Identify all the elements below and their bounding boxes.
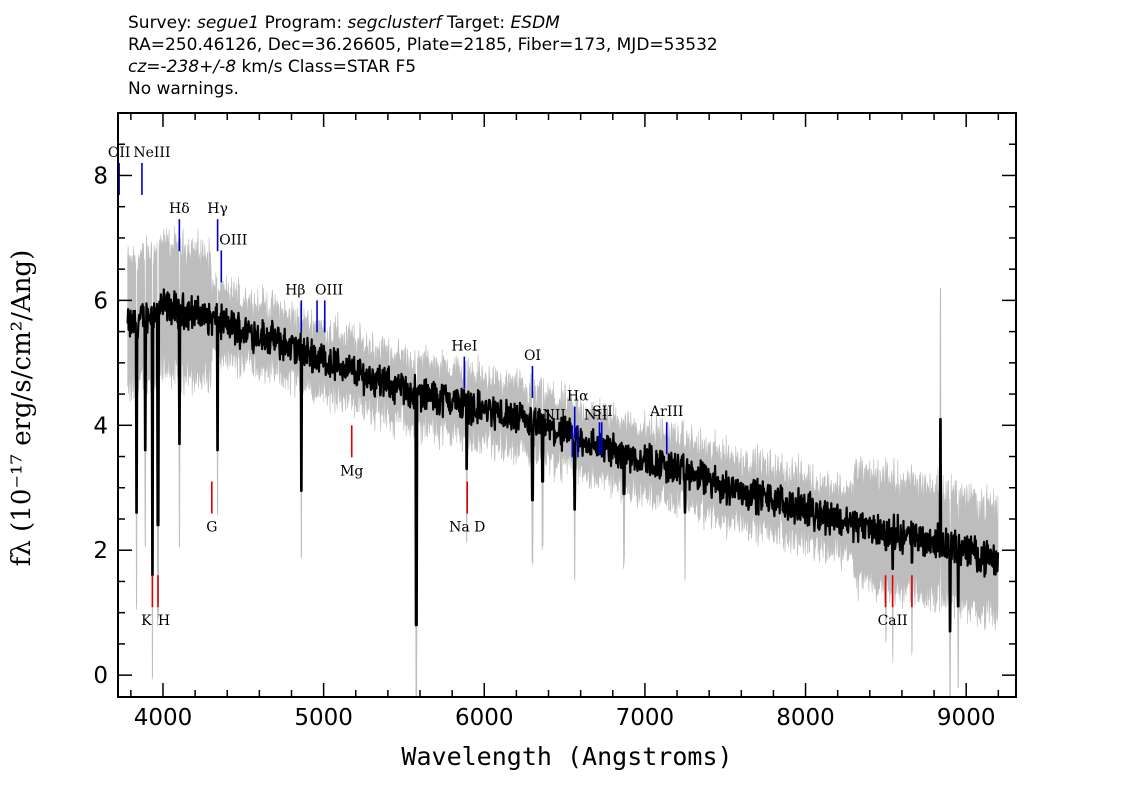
x-tick-label: 8000 [776, 705, 835, 731]
absorption-line-label-0: K [141, 613, 152, 629]
emission-line-label-12: NII [584, 407, 607, 423]
emission-line-label-8: HeI [451, 339, 477, 355]
emission-line-label-11: Hα [567, 389, 589, 405]
emission-line-label-6: OIII [315, 282, 343, 298]
cz-value: -238+/-8 [160, 57, 237, 77]
survey-value: segue1 [197, 13, 260, 33]
x-tick-label: 4000 [134, 705, 193, 731]
absorption-line-label-3: Mg [340, 463, 363, 479]
absorption-line-label-5: CaII [878, 613, 908, 629]
y-tick-label: 6 [93, 288, 108, 314]
cz-label: cz= [128, 57, 161, 77]
emission-line-label-5: Hβ [285, 282, 305, 298]
program-label: Program: [264, 13, 343, 33]
emission-line-label-1: NeIII [133, 145, 170, 161]
cz-unit: km/s [241, 57, 283, 77]
header-line-2: RA=250.46126, Dec=36.26605, Plate=2185, … [128, 35, 718, 55]
x-tick-label: 6000 [455, 705, 514, 731]
program-value: segclusterf [347, 13, 442, 33]
header-line-4: No warnings. [128, 79, 239, 99]
header-line-1: Survey: segue1 Program: segclusterf Targ… [128, 12, 718, 34]
y-tick-label: 0 [93, 663, 108, 689]
x-tick-label: 7000 [616, 705, 675, 731]
error-band [127, 225, 999, 697]
emission-line-label-0: OII [108, 145, 131, 161]
x-axis-label: Wavelength (Angstroms) [401, 742, 733, 771]
emission-line-label-10: NII [543, 407, 566, 423]
class-value: Class=STAR F5 [287, 57, 417, 77]
x-tick-label: 5000 [294, 705, 353, 731]
plot-frame [117, 112, 1017, 698]
flux-series-line [126, 288, 1000, 633]
absorption-line-label-2: G [206, 520, 217, 536]
y-tick-label: 8 [93, 163, 108, 189]
y-tick-label: 4 [93, 413, 108, 439]
target-value: ESDM [510, 13, 560, 33]
spectrum-header: Survey: segue1 Program: segclusterf Targ… [128, 12, 718, 100]
y-tick-label: 2 [93, 538, 108, 564]
y-axis-label: fλ (10⁻¹⁷ erg/s/cm²/Ang) [7, 249, 37, 567]
emission-line-label-2: Hδ [169, 201, 190, 217]
x-tick-label: 9000 [937, 705, 996, 731]
absorption-line-label-4: Na D [449, 520, 485, 536]
absorption-line-label-1: H [158, 613, 170, 629]
emission-line-label-4: OIII [219, 232, 247, 248]
header-line-3: cz=-238+/-8 km/s Class=STAR F5 [128, 56, 718, 78]
emission-line-label-13: SII [592, 404, 613, 420]
survey-label: Survey: [128, 13, 192, 33]
emission-line-label-9: OI [524, 348, 541, 364]
emission-line-label-15: ArIII [649, 404, 683, 420]
emission-line-label-3: Hγ [207, 201, 228, 217]
target-label: Target: [446, 13, 506, 33]
